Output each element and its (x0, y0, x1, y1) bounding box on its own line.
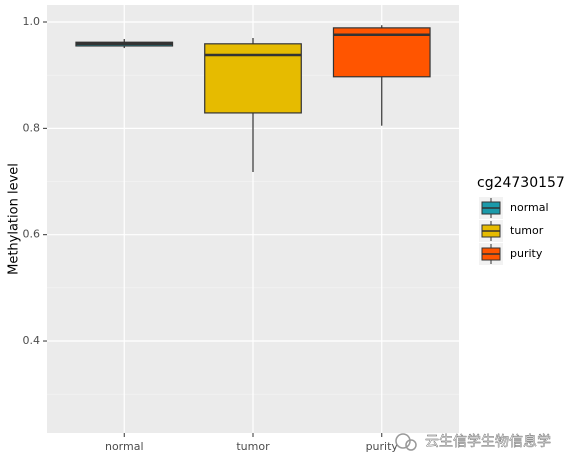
y-axis-label: Methylation level (7, 163, 22, 275)
x-tick-label: tumor (236, 440, 270, 453)
legend-title: cg24730157 (477, 175, 565, 191)
legend-item: normal (479, 197, 549, 219)
watermark-icon (405, 439, 417, 451)
legend-label: tumor (510, 224, 544, 237)
y-tick-label: 0.4 (23, 334, 41, 347)
y-tick-label: 0.6 (23, 228, 41, 241)
legend-item: purity (479, 243, 543, 265)
x-tick-label: purity (366, 440, 399, 453)
x-tick-label: normal (105, 440, 144, 453)
legend-item: tumor (479, 220, 544, 242)
watermark: 云生信学生物信息学 (395, 433, 551, 451)
y-tick-label: 0.8 (23, 121, 41, 134)
watermark-text: 云生信学生物信息学 (425, 433, 551, 450)
legend-label: normal (510, 201, 549, 214)
legend-label: purity (510, 247, 543, 260)
y-tick-label: 1.0 (23, 15, 41, 28)
watermark-icon (395, 433, 411, 449)
